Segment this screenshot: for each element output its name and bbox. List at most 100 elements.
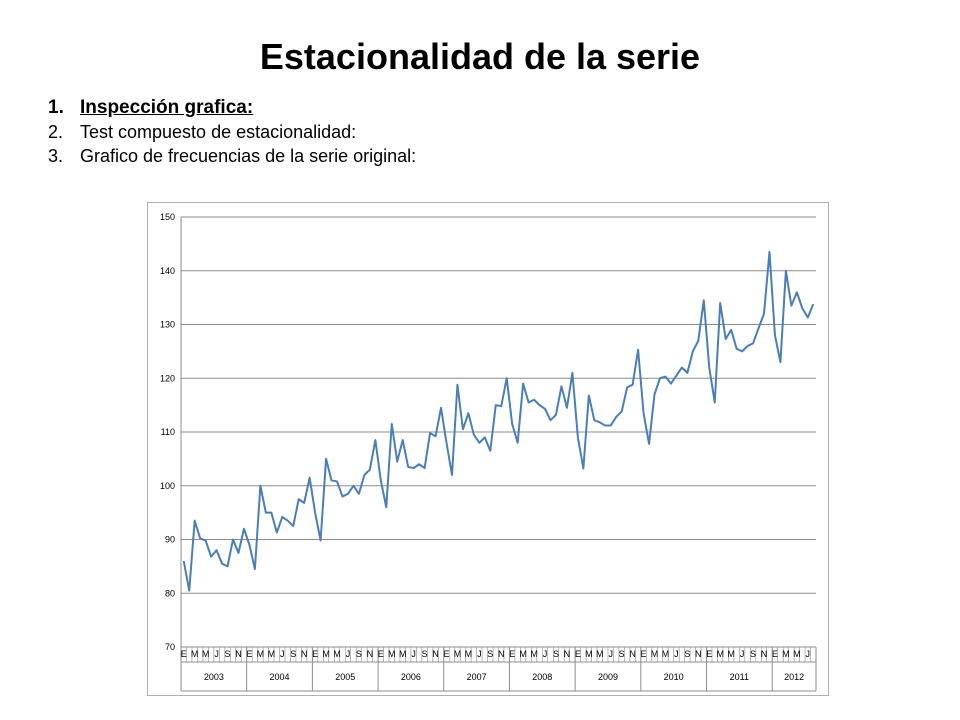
data-point	[550, 419, 552, 421]
x-month-label: S	[684, 649, 690, 659]
x-month-label: J	[543, 649, 548, 659]
y-tick-label: 130	[160, 320, 175, 330]
x-year-label: 2005	[335, 672, 355, 682]
x-month-label: M	[388, 649, 396, 659]
y-tick-label: 70	[165, 642, 175, 652]
step-text: Grafico de frecuencias de la serie origi…	[80, 146, 417, 166]
data-point	[183, 560, 185, 562]
x-month-label: S	[619, 649, 625, 659]
data-point	[566, 407, 568, 409]
data-point	[205, 540, 207, 542]
x-month-label: M	[727, 649, 735, 659]
data-point	[194, 520, 196, 522]
x-month-label: N	[629, 649, 636, 659]
x-month-label: J	[477, 649, 482, 659]
data-point	[402, 439, 404, 441]
data-point	[456, 384, 458, 386]
x-month-label: J	[411, 649, 416, 659]
x-month-label: M	[651, 649, 659, 659]
x-month-label: S	[356, 649, 362, 659]
x-month-label: E	[378, 649, 384, 659]
y-tick-label: 80	[165, 588, 175, 598]
step-text: Test compuesto de estacionalidad:	[80, 122, 357, 142]
x-year-label: 2006	[401, 672, 421, 682]
x-year-label: 2009	[598, 672, 618, 682]
data-point	[407, 466, 409, 468]
data-point	[292, 525, 294, 527]
data-point	[484, 436, 486, 438]
x-month-label: M	[257, 649, 265, 659]
data-point	[632, 384, 634, 386]
data-point	[779, 361, 781, 363]
x-month-label: E	[641, 649, 647, 659]
data-point	[199, 537, 201, 539]
data-point	[259, 485, 261, 487]
data-point	[358, 493, 360, 495]
data-point	[506, 377, 508, 379]
step-item-frecuencias: 3. Grafico de frecuencias de la serie or…	[48, 144, 416, 168]
x-month-label: S	[487, 649, 493, 659]
data-point	[692, 350, 694, 352]
data-point	[314, 512, 316, 514]
data-point	[741, 350, 743, 352]
x-month-label: J	[740, 649, 745, 659]
x-month-label: M	[716, 649, 724, 659]
x-month-label: N	[498, 649, 505, 659]
x-year-label: 2003	[204, 672, 224, 682]
x-month-label: J	[280, 649, 285, 659]
x-month-label: M	[596, 649, 604, 659]
y-tick-label: 140	[160, 266, 175, 276]
data-point	[659, 377, 661, 379]
x-month-label: J	[608, 649, 613, 659]
x-month-label: M	[399, 649, 407, 659]
data-point	[763, 313, 765, 315]
data-point	[626, 386, 628, 388]
x-month-label: M	[585, 649, 593, 659]
data-point	[664, 376, 666, 378]
data-point	[303, 502, 305, 504]
data-point	[331, 479, 333, 481]
data-point	[369, 469, 371, 471]
step-number: 1.	[48, 97, 64, 118]
data-point	[341, 496, 343, 498]
data-point	[517, 442, 519, 444]
data-point	[336, 480, 338, 482]
data-point	[801, 307, 803, 309]
data-point	[670, 383, 672, 385]
data-point	[500, 405, 502, 407]
step-number: 2.	[48, 122, 64, 142]
x-month-label: J	[674, 649, 679, 659]
data-point	[188, 590, 190, 592]
x-month-label: J	[214, 649, 219, 659]
data-point	[435, 435, 437, 437]
data-point	[473, 434, 475, 436]
data-point	[418, 463, 420, 465]
x-month-label: S	[553, 649, 559, 659]
data-point	[654, 393, 656, 395]
data-point	[276, 532, 278, 534]
y-tick-label: 100	[160, 481, 175, 491]
data-point	[544, 408, 546, 410]
y-tick-label: 90	[165, 535, 175, 545]
x-month-label: M	[793, 649, 801, 659]
data-point	[380, 479, 382, 481]
data-point	[528, 401, 530, 403]
data-point	[621, 411, 623, 413]
data-point	[429, 432, 431, 434]
data-point	[785, 270, 787, 272]
x-month-label: E	[246, 649, 252, 659]
x-month-label: E	[706, 649, 712, 659]
data-point	[560, 385, 562, 387]
data-point	[610, 425, 612, 427]
x-year-label: 2004	[270, 672, 290, 682]
x-month-label: M	[519, 649, 527, 659]
data-point	[445, 442, 447, 444]
data-point	[248, 544, 250, 546]
data-point	[396, 461, 398, 463]
x-month-label: M	[268, 649, 276, 659]
x-month-label: M	[782, 649, 790, 659]
x-month-label: J	[806, 649, 811, 659]
x-month-label: M	[333, 649, 341, 659]
data-point	[467, 412, 469, 414]
data-point	[309, 477, 311, 479]
